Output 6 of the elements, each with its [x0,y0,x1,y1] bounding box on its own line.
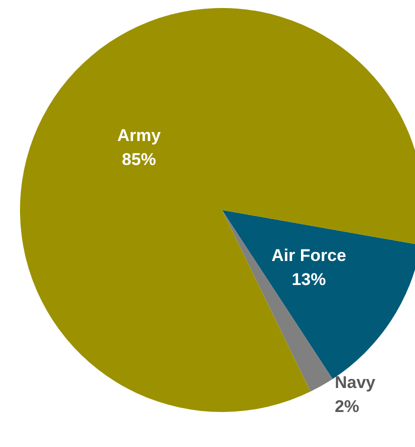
slice-label: Air Force [272,246,346,265]
data-label: 13% [292,270,326,289]
slice-label: Army [117,126,162,145]
data-label: 85% [122,150,156,169]
data-label: 2% [334,396,360,416]
slice-label: Navy [334,372,376,392]
